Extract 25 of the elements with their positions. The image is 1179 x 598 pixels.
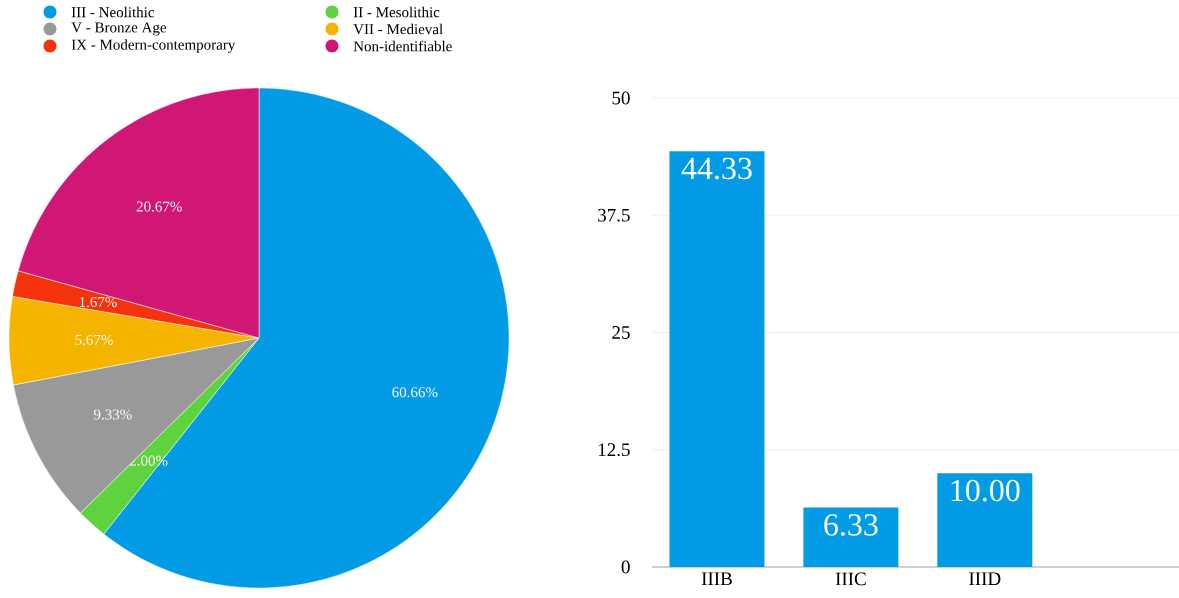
legend-label: III - Neolithic [71,6,155,18]
legend-label: VII - Medieval [353,23,443,35]
bar [669,151,765,567]
data-label: 9.33% [93,409,132,420]
y-tick-label: 37.5 [598,208,630,222]
data-label: 5.67% [75,334,113,345]
data-label: 20.67% [136,201,182,212]
legend-label: II - Mesolithic [353,6,440,18]
data-label: 44.33 [681,157,752,180]
data-label: 60.66% [392,387,438,398]
legend-label: Non-identifiable [353,40,452,52]
bar [937,473,1033,567]
legend-label: IX - Modern-contemporary [71,39,236,53]
y-tick-label: 50 [612,91,630,105]
y-tick-label: 12.5 [598,443,630,457]
x-tick-label: IIIC [835,572,866,586]
legend-label: V - Bronze Age [71,22,167,36]
bar [803,507,899,567]
y-tick-label: 0 [621,560,630,574]
y-tick-label: 25 [612,326,630,339]
data-label: 10.00 [951,479,1020,502]
x-tick-label: IIIB [701,572,732,586]
data-label: 1.67% [79,296,117,308]
data-label: 6.33 [824,514,878,536]
x-tick-label: IIID [969,572,1001,585]
